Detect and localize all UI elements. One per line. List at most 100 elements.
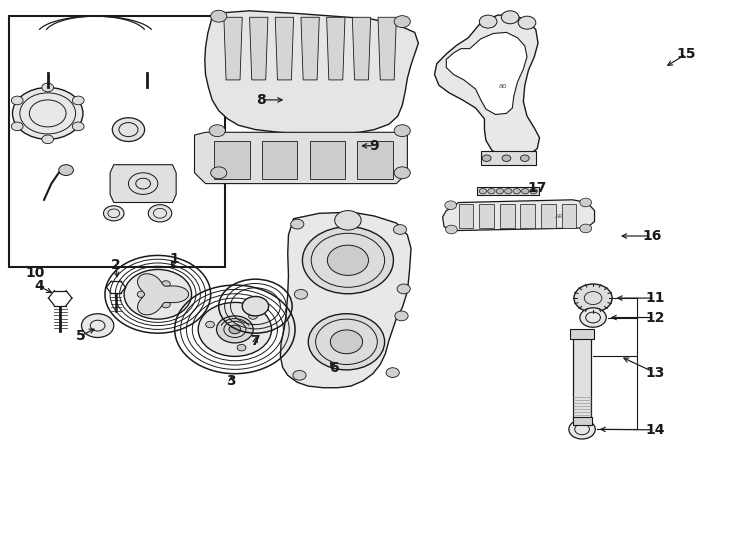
- Bar: [570, 329, 594, 339]
- Circle shape: [124, 269, 192, 319]
- Text: 13: 13: [645, 366, 664, 380]
- Polygon shape: [137, 274, 189, 315]
- Text: 10: 10: [26, 266, 45, 280]
- Circle shape: [308, 314, 385, 370]
- Circle shape: [501, 11, 519, 24]
- Circle shape: [580, 308, 606, 327]
- Polygon shape: [301, 17, 319, 80]
- Circle shape: [487, 188, 495, 194]
- Text: 7: 7: [250, 334, 261, 348]
- Text: ao: ao: [498, 83, 507, 90]
- Circle shape: [327, 245, 368, 275]
- Circle shape: [11, 96, 23, 105]
- Circle shape: [446, 225, 457, 234]
- Circle shape: [249, 313, 258, 319]
- Circle shape: [59, 165, 73, 176]
- Bar: [573, 417, 592, 425]
- Circle shape: [198, 302, 272, 356]
- Bar: [9, 16, 225, 267]
- Circle shape: [530, 188, 537, 194]
- Circle shape: [386, 368, 399, 377]
- Circle shape: [394, 167, 410, 179]
- Circle shape: [209, 125, 225, 137]
- Circle shape: [217, 316, 253, 343]
- Bar: [357, 141, 393, 179]
- Circle shape: [81, 314, 114, 338]
- Bar: [541, 204, 556, 228]
- Circle shape: [161, 281, 170, 287]
- Text: 3: 3: [226, 374, 236, 388]
- Circle shape: [291, 219, 304, 229]
- Polygon shape: [275, 17, 294, 80]
- Polygon shape: [352, 17, 371, 80]
- Circle shape: [73, 122, 84, 131]
- Circle shape: [237, 345, 246, 351]
- Polygon shape: [327, 17, 345, 80]
- Circle shape: [294, 289, 308, 299]
- Circle shape: [580, 224, 592, 233]
- Circle shape: [496, 188, 504, 194]
- Text: 17: 17: [528, 181, 547, 195]
- Polygon shape: [435, 15, 539, 159]
- Circle shape: [206, 321, 214, 328]
- Circle shape: [137, 291, 146, 298]
- Circle shape: [393, 225, 407, 234]
- Circle shape: [229, 325, 241, 334]
- Polygon shape: [205, 11, 418, 134]
- Circle shape: [479, 15, 497, 28]
- Circle shape: [521, 188, 528, 194]
- Bar: [214, 141, 250, 179]
- Bar: [479, 204, 494, 228]
- Circle shape: [335, 211, 361, 230]
- Polygon shape: [378, 17, 396, 80]
- Text: 9: 9: [369, 139, 379, 153]
- Text: 15: 15: [677, 47, 696, 61]
- Polygon shape: [195, 132, 407, 184]
- Bar: [562, 204, 576, 228]
- Circle shape: [445, 201, 457, 210]
- Text: 2: 2: [111, 258, 121, 272]
- Text: 11: 11: [645, 291, 664, 305]
- Bar: [310, 141, 345, 179]
- Circle shape: [242, 296, 269, 316]
- Circle shape: [302, 227, 393, 294]
- Circle shape: [394, 125, 410, 137]
- Polygon shape: [250, 17, 268, 80]
- Text: 16: 16: [642, 229, 661, 243]
- Polygon shape: [443, 200, 595, 231]
- Circle shape: [211, 10, 227, 22]
- Circle shape: [112, 118, 145, 141]
- Bar: [481, 151, 536, 165]
- Circle shape: [211, 167, 227, 179]
- Text: AR: AR: [555, 213, 564, 219]
- Polygon shape: [280, 212, 411, 388]
- Text: 4: 4: [34, 279, 44, 293]
- Bar: [520, 204, 535, 228]
- Circle shape: [161, 301, 170, 308]
- Text: 12: 12: [645, 310, 664, 325]
- Circle shape: [293, 370, 306, 380]
- Circle shape: [73, 96, 84, 105]
- Circle shape: [397, 284, 410, 294]
- Circle shape: [42, 135, 54, 144]
- Circle shape: [12, 87, 83, 139]
- Circle shape: [505, 188, 512, 194]
- Circle shape: [520, 155, 529, 161]
- Bar: [477, 187, 539, 195]
- Circle shape: [103, 206, 124, 221]
- Circle shape: [502, 155, 511, 161]
- Circle shape: [394, 16, 410, 28]
- Circle shape: [482, 155, 491, 161]
- Polygon shape: [446, 32, 527, 114]
- Circle shape: [479, 188, 487, 194]
- Polygon shape: [110, 165, 176, 202]
- Circle shape: [569, 420, 595, 439]
- Polygon shape: [224, 17, 242, 80]
- Circle shape: [42, 83, 54, 92]
- Text: 14: 14: [645, 423, 664, 437]
- Text: 1: 1: [170, 252, 180, 266]
- Circle shape: [518, 16, 536, 29]
- Text: 5: 5: [76, 329, 86, 343]
- Circle shape: [574, 284, 612, 312]
- Circle shape: [513, 188, 520, 194]
